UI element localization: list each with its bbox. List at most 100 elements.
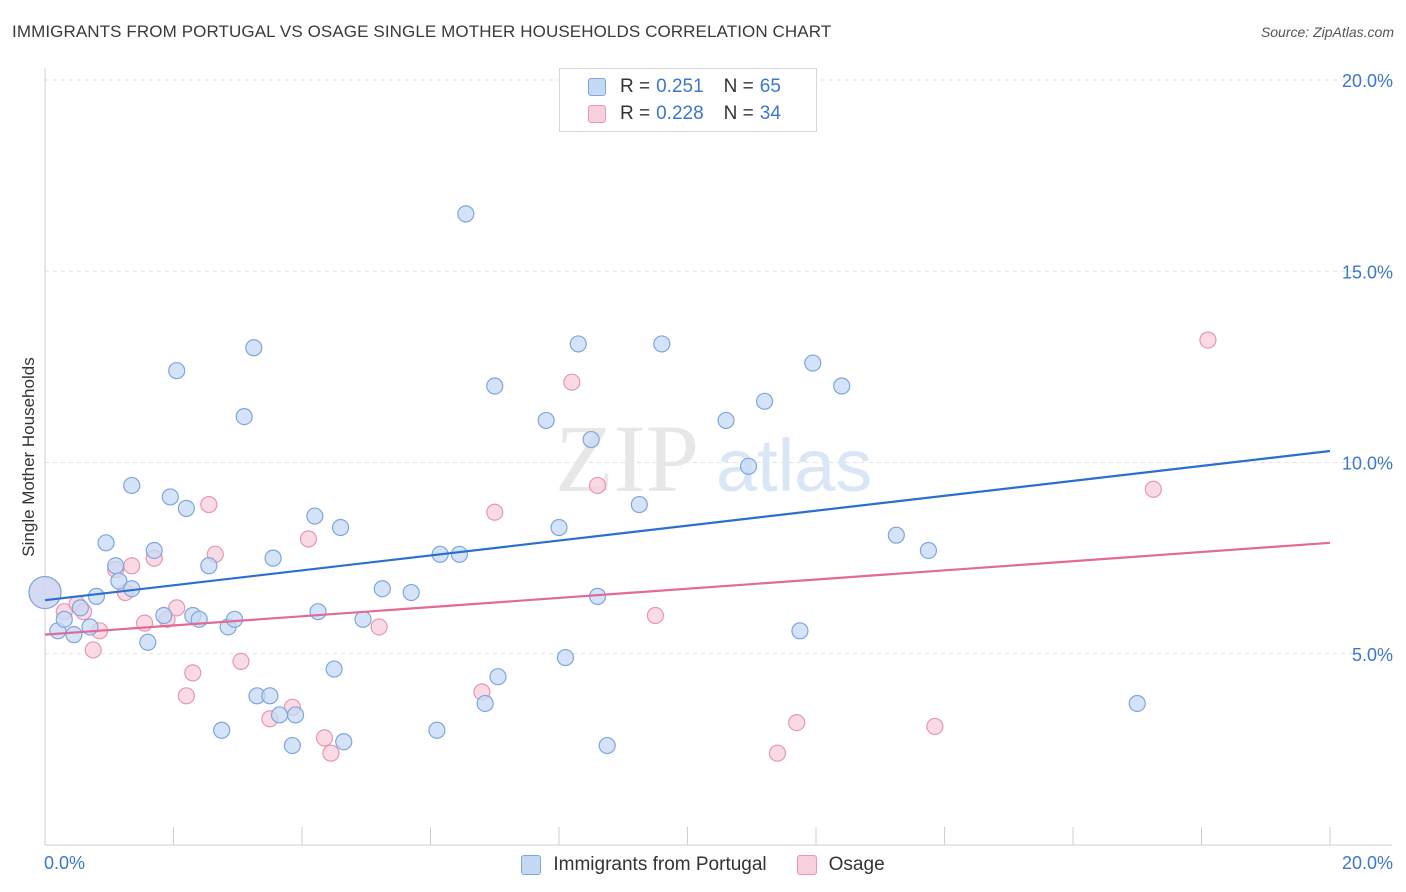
osage-trend-line — [44, 541, 1331, 636]
portugal-point — [55, 610, 73, 628]
portugal-point — [887, 526, 905, 544]
portugal-point — [28, 575, 62, 610]
portugal-swatch — [521, 855, 542, 875]
portugal-point — [139, 633, 157, 651]
portugal-point — [755, 392, 774, 410]
portugal-point — [87, 587, 106, 605]
x-tick-label: 20.0% — [1342, 853, 1393, 873]
portugal-point — [283, 736, 301, 755]
portugal-point — [107, 557, 125, 575]
y-axis-label: Single Mother Households — [19, 357, 38, 557]
portugal-point — [161, 488, 179, 506]
portugal-point — [717, 411, 735, 430]
osage-point — [184, 664, 202, 682]
portugal-point — [582, 430, 600, 449]
portugal-point — [556, 648, 575, 667]
portugal-point — [428, 721, 446, 739]
x-tick-label: 0.0% — [44, 853, 85, 873]
portugal-point — [489, 668, 507, 686]
osage-point — [84, 641, 102, 659]
portugal-point — [354, 610, 372, 628]
portugal-point — [97, 534, 115, 552]
osage-point — [200, 495, 218, 514]
osage-point — [299, 530, 318, 548]
legend-n-label: N = — [723, 103, 754, 124]
portugal-point — [177, 499, 195, 517]
portugal-point — [213, 721, 231, 739]
portugal-point — [537, 411, 555, 430]
osage-point — [1144, 480, 1162, 498]
portugal-point — [235, 408, 253, 426]
portugal-point — [450, 545, 469, 563]
portugal-point — [200, 557, 218, 575]
portugal-point — [325, 660, 343, 678]
y-tick-label: 10.0% — [1342, 454, 1393, 474]
portugal-point — [486, 377, 504, 395]
watermark-zip: ZIP — [555, 405, 699, 512]
portugal-point — [331, 518, 350, 537]
legend-r-label: R = — [620, 103, 651, 124]
osage-point — [322, 744, 340, 762]
portugal-point — [653, 335, 671, 353]
chart-source: Source: ZipAtlas.com — [1260, 24, 1394, 40]
watermark-atlas: atlas — [716, 424, 872, 507]
portugal-point — [739, 457, 758, 475]
legend-n-value: 34 — [759, 103, 781, 124]
series-legend-osage[interactable]: Osage — [796, 852, 885, 878]
series-legend-label: Osage — [828, 854, 885, 875]
portugal-point — [309, 603, 327, 621]
osage-point — [768, 744, 787, 762]
osage-point — [563, 373, 581, 391]
portugal-point — [286, 706, 305, 724]
portugal-point — [168, 362, 186, 380]
legend-row-portugal: R = 0.251 N = 65 — [588, 75, 781, 99]
portugal-point — [598, 736, 616, 755]
portugal-point — [155, 606, 173, 625]
osage-point — [123, 557, 141, 575]
osage-point — [788, 713, 806, 732]
portugal-point — [630, 495, 648, 514]
osage-swatch — [796, 855, 817, 875]
portugal-point — [264, 549, 282, 567]
portugal-point — [245, 339, 263, 357]
osage-point — [1199, 331, 1217, 349]
osage-point — [168, 599, 186, 617]
legend-n-label: N = — [723, 76, 754, 97]
series-legend-portugal[interactable]: Immigrants from Portugal — [521, 852, 767, 878]
osage-point — [926, 717, 944, 736]
osage-point — [370, 618, 388, 636]
y-tick-label: 20.0% — [1342, 71, 1393, 91]
portugal-point — [402, 583, 420, 602]
y-tick-label: 15.0% — [1342, 262, 1393, 282]
portugal-point — [569, 335, 587, 353]
portugal-point — [71, 599, 89, 617]
portugal-point — [110, 572, 128, 590]
osage-swatch — [588, 105, 606, 123]
portugal-point — [335, 733, 353, 751]
osage-point — [232, 652, 250, 671]
portugal-point — [65, 626, 83, 644]
portugal-point — [145, 541, 163, 560]
portugal-trend-line — [44, 449, 1331, 602]
portugal-point — [457, 205, 475, 223]
portugal-point — [270, 706, 289, 724]
series-legend-label: Immigrants from Portugal — [553, 854, 767, 875]
y-tick-label: 5.0% — [1352, 645, 1393, 665]
osage-point — [588, 476, 607, 495]
legend-r-value: 0.228 — [656, 103, 704, 124]
osage-point — [315, 729, 334, 747]
legend-r-value: 0.251 — [656, 76, 704, 97]
osage-point — [646, 606, 664, 625]
portugal-point — [123, 476, 141, 495]
legend-row-osage: R = 0.228 N = 34 — [588, 102, 781, 126]
osage-point — [177, 687, 195, 705]
series-legend: Immigrants from Portugal Osage — [0, 852, 1406, 878]
portugal-point — [791, 622, 809, 640]
portugal-point — [833, 377, 851, 395]
portugal-point — [804, 354, 822, 372]
portugal-point — [306, 507, 324, 525]
portugal-point — [550, 518, 568, 537]
legend-n-value: 65 — [759, 76, 781, 97]
portugal-point — [225, 610, 244, 628]
